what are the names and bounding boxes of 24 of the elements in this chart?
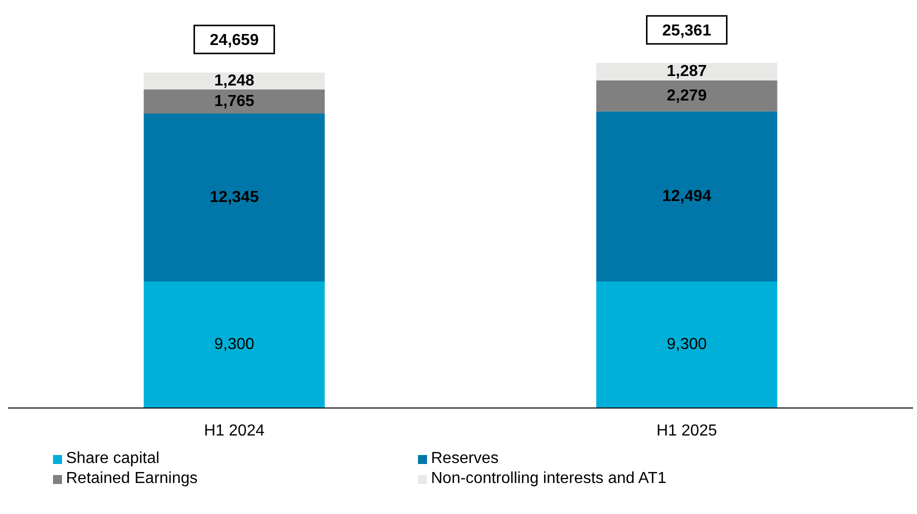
legend-label: Non-controlling interests and AT1 [431,470,666,488]
total-label: 25,361 [662,22,712,40]
data-label: 1,248 [214,72,254,90]
data-label: 2,279 [666,87,707,104]
x-tick-label: H1 2024 [204,422,265,440]
bar [596,281,778,408]
data-label: 1,287 [666,63,707,80]
data-label: 12,494 [662,188,712,205]
data-label: 1,765 [214,92,254,110]
data-label: 12,345 [210,188,259,206]
bar [144,113,325,282]
x-tick-label: H1 2025 [656,422,718,440]
bar [144,72,325,90]
legend-label: Retained Earnings [66,470,198,488]
data-label: 9,300 [214,336,254,354]
data-label: 9,300 [666,336,707,354]
total-label: 24,659 [210,32,259,49]
bar [144,281,325,408]
bar [596,80,778,112]
legend-label: Reserves [431,450,499,468]
bar [596,111,778,282]
legend-label: Share capital [66,450,160,468]
bar [596,62,778,80]
bar [144,89,325,114]
